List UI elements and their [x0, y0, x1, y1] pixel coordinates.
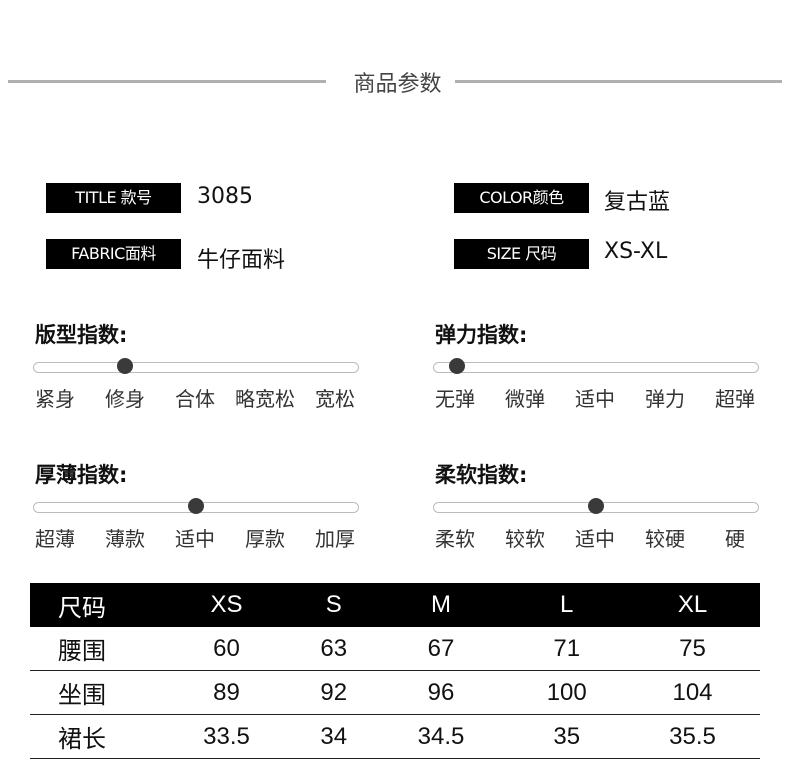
table-cell: 腰围: [30, 627, 159, 671]
header-cell: L: [508, 583, 625, 627]
table-cell: 96: [373, 670, 509, 715]
index-slider: [33, 498, 359, 514]
table-cell: 104: [624, 670, 760, 715]
index-title: 柔软指数:: [435, 463, 528, 487]
table-row: 腰围 60 63 67 71 75: [30, 627, 760, 671]
scale-label: 柔软: [435, 527, 475, 551]
table-cell: 75: [624, 627, 760, 671]
table-row: 裙长 33.5 34 34.5 35 35.5: [30, 714, 760, 759]
fabric-tag: FABRIC面料: [46, 239, 181, 269]
section-title: 商品参数: [353, 72, 442, 97]
fabric-value: 牛仔面料: [197, 248, 286, 273]
title-value: 3085: [197, 184, 253, 209]
table-cell: 100: [508, 670, 625, 715]
scale-label: 略宽松: [235, 387, 295, 411]
header-cell: S: [293, 583, 374, 627]
table-cell: 裙长: [30, 714, 159, 759]
table-cell: 34: [293, 714, 374, 759]
scale-label: 较硬: [645, 527, 685, 551]
scale-label: 适中: [575, 387, 615, 411]
scale-label: 无弹: [435, 387, 475, 411]
color-tag: COLOR颜色: [454, 183, 589, 213]
title-tag: TITLE 款号: [46, 183, 181, 213]
size-table: 尺码 XS S M L XL 腰围 60 63 67 71 75 坐围 89 92 96 100 10…: [30, 583, 760, 759]
table-cell: 60: [159, 627, 294, 671]
scale-label: 适中: [575, 527, 615, 551]
scale-label: 硬: [725, 527, 745, 551]
table-cell: 坐围: [30, 670, 159, 715]
slider-knob: [116, 358, 133, 374]
table-cell: 35: [508, 714, 625, 759]
scale-label: 较软: [505, 527, 545, 551]
table-cell: 67: [373, 627, 509, 671]
index-title: 厚薄指数:: [35, 463, 128, 487]
header-cell: 尺码: [30, 583, 159, 627]
slider-knob: [188, 498, 204, 514]
scale-label: 紧身: [35, 387, 75, 411]
table-cell: 35.5: [624, 714, 760, 759]
scale-label: 适中: [175, 527, 215, 551]
scale-label: 合体: [175, 387, 215, 411]
header-cell: M: [373, 583, 509, 627]
slider-knob: [448, 358, 465, 374]
divider-left: [8, 80, 326, 83]
index-slider: [433, 358, 759, 374]
table-cell: 63: [293, 627, 374, 671]
scale-label: 修身: [105, 387, 145, 411]
table-header-row: 尺码 XS S M L XL: [30, 583, 760, 627]
table-cell: 89: [159, 670, 294, 715]
scale-label: 超弹: [715, 387, 755, 411]
index-slider: [433, 498, 759, 514]
scale-label: 宽松: [315, 387, 355, 411]
table-cell: 92: [293, 670, 374, 715]
size-tag: SIZE 尺码: [454, 239, 589, 269]
scale-label: 厚款: [245, 527, 285, 551]
header-cell: XS: [159, 583, 294, 627]
table-cell: 33.5: [159, 714, 294, 759]
divider-right: [455, 80, 782, 83]
scale-label: 弹力: [645, 387, 685, 411]
table-row: 坐围 89 92 96 100 104: [30, 670, 760, 715]
header-cell: XL: [624, 583, 760, 627]
table-cell: 34.5: [373, 714, 509, 759]
table-cell: 71: [508, 627, 625, 671]
index-slider: [33, 358, 359, 374]
scale-label: 微弹: [505, 387, 545, 411]
scale-label: 超薄: [35, 527, 75, 551]
scale-label: 加厚: [315, 527, 355, 551]
color-value: 复古蓝: [604, 190, 671, 215]
scale-label: 薄款: [105, 527, 145, 551]
index-title: 版型指数:: [35, 323, 128, 347]
size-value: XS-XL: [604, 239, 668, 264]
index-title: 弹力指数:: [435, 323, 528, 347]
slider-knob: [588, 498, 604, 514]
